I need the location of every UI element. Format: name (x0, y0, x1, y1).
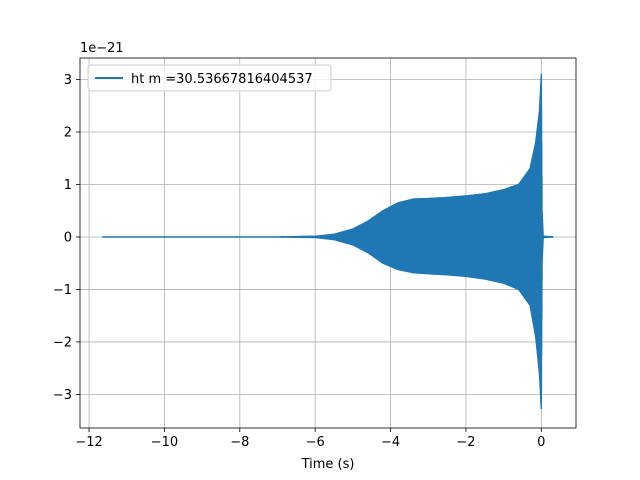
legend-entry: ht m =30.53667816404537 (131, 72, 313, 87)
y-tick-label: −2 (53, 335, 72, 350)
x-tick-label: −6 (306, 435, 325, 450)
legend-box (87, 64, 332, 92)
legend: ht m =30.53667816404537 (87, 64, 332, 92)
y-offset-label: 1e−21 (80, 41, 124, 56)
y-tick-label: 3 (64, 73, 72, 88)
x-tick-label: 0 (537, 435, 545, 450)
plot-frame (79, 57, 577, 429)
x-tick-label: −8 (230, 435, 249, 450)
x-tick-label: −10 (151, 435, 178, 450)
series-line (101, 73, 555, 410)
y-tick-label: −1 (53, 283, 72, 298)
y-tick-label: 1 (64, 178, 72, 193)
x-axis-label: Time (s) (301, 457, 355, 472)
y-tick-label: 0 (64, 230, 72, 245)
x-tick-label: −2 (456, 435, 475, 450)
y-tick-label: 2 (64, 126, 72, 141)
x-tick-label: −4 (381, 435, 400, 450)
x-tick-label: −12 (75, 435, 102, 450)
y-tick-label: −3 (53, 388, 72, 403)
series-layer (101, 73, 555, 410)
